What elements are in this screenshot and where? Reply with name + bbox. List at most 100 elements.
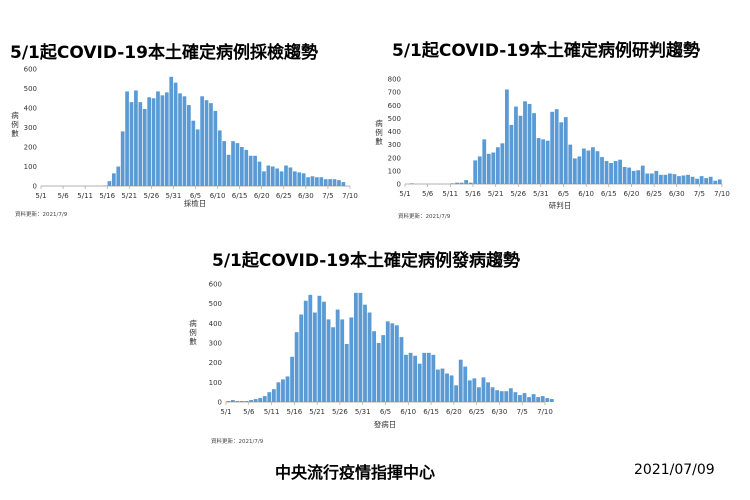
bar	[486, 382, 490, 402]
x-axis-label: 發病日	[374, 419, 397, 429]
bar	[253, 155, 257, 186]
bar	[385, 321, 390, 402]
y-tick-label: 500	[24, 85, 37, 93]
x-tick-label: 5/16	[465, 190, 481, 198]
bar	[107, 181, 112, 186]
bar	[568, 144, 573, 184]
bar	[681, 175, 686, 184]
bar	[332, 179, 337, 186]
bar	[349, 317, 354, 402]
bar	[495, 147, 500, 184]
y-tick-label: 600	[24, 66, 37, 74]
bar	[262, 396, 267, 402]
x-tick-label: 6/10	[210, 192, 226, 200]
bar	[258, 398, 263, 402]
x-tick-label: 7/10	[537, 408, 553, 416]
bar	[253, 399, 258, 402]
footer-organization: 中央流行疫情指揮中心	[275, 463, 436, 482]
x-tick-label: 6/10	[400, 408, 416, 416]
bar	[292, 171, 297, 186]
bar	[244, 401, 249, 402]
update-note: 資料更新：2021/7/9	[398, 212, 451, 220]
x-tick-label: 6/30	[492, 408, 508, 416]
x-tick-label: 5/31	[355, 408, 371, 416]
bar	[541, 139, 546, 184]
bar	[473, 160, 478, 184]
bar	[704, 178, 709, 184]
bar	[240, 401, 244, 402]
bar	[303, 300, 308, 402]
y-tick-label: 300	[24, 124, 37, 132]
x-tick-label: 7/5	[517, 408, 528, 416]
bar	[645, 173, 650, 184]
bar	[358, 292, 363, 402]
bar	[310, 176, 315, 186]
bar	[622, 166, 627, 184]
bar	[613, 161, 618, 184]
bar	[627, 167, 632, 184]
bar	[577, 156, 582, 184]
bar	[463, 366, 468, 402]
bar	[486, 153, 491, 184]
bar	[164, 92, 169, 186]
update-note: 資料更新：2021/7/9	[211, 437, 264, 445]
bar	[111, 173, 116, 186]
y-tick-label: 300	[209, 340, 222, 348]
bar	[335, 309, 340, 402]
y-tick-label: 500	[388, 115, 401, 123]
bar	[499, 391, 504, 402]
x-tick-label: 6/30	[669, 190, 685, 198]
bar	[514, 106, 518, 184]
bar	[138, 102, 143, 186]
bar	[445, 373, 449, 402]
bar	[169, 76, 174, 186]
x-tick-label: 6/5	[558, 190, 569, 198]
bar	[299, 314, 304, 402]
x-tick-label: 5/21	[309, 408, 325, 416]
bar	[204, 100, 209, 186]
bar	[294, 332, 299, 402]
bar	[312, 312, 317, 402]
bar	[527, 397, 531, 402]
bar	[450, 183, 455, 184]
x-tick-label: 5/31	[166, 192, 182, 200]
y-tick-label: 800	[388, 76, 401, 84]
bar	[458, 359, 463, 402]
y-axis-label: 病例數	[11, 110, 19, 138]
bar	[372, 331, 377, 402]
x-tick-label: 6/25	[469, 408, 485, 416]
bar	[213, 110, 218, 186]
bar	[454, 385, 459, 402]
bar	[550, 111, 555, 184]
bar	[513, 392, 518, 402]
bar	[663, 174, 668, 184]
y-tick-label: 0	[397, 181, 401, 189]
y-axis-label: 病例數	[189, 318, 197, 346]
bar	[531, 394, 536, 402]
bar	[326, 319, 331, 402]
x-tick-label: 5/6	[422, 190, 434, 198]
bar	[244, 149, 249, 186]
bar	[449, 375, 454, 402]
x-tick-label: 6/20	[254, 192, 270, 200]
bar	[559, 122, 564, 184]
bar	[440, 368, 445, 402]
bar	[337, 180, 341, 186]
bar	[271, 389, 276, 402]
x-tick-label: 5/16	[286, 408, 302, 416]
bar	[491, 152, 496, 184]
bar	[281, 379, 285, 402]
bar	[301, 173, 306, 186]
bar	[408, 352, 413, 402]
bar	[191, 120, 196, 186]
x-axis-label: 採檢日	[184, 198, 207, 208]
bar	[549, 399, 554, 402]
x-tick-label: 6/25	[276, 192, 292, 200]
bar	[636, 170, 641, 184]
bar	[417, 363, 422, 402]
bar	[239, 147, 244, 186]
bar	[563, 117, 568, 184]
x-tick-label: 5/1	[399, 190, 410, 198]
bar	[249, 400, 253, 402]
